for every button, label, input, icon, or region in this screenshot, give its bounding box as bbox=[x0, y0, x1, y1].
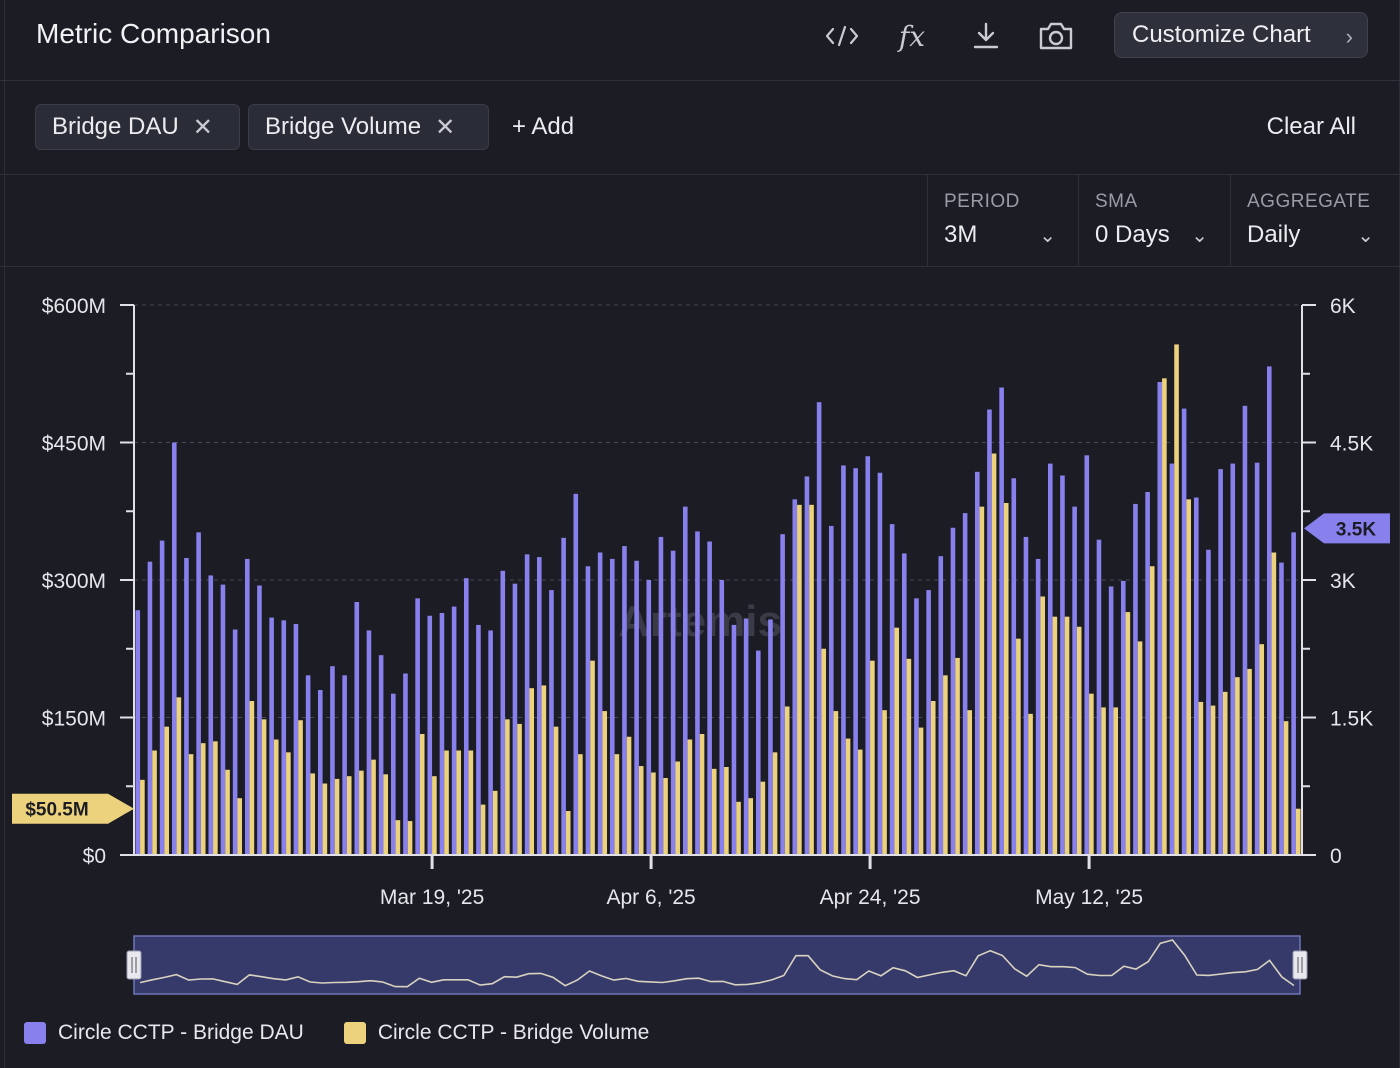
chevron-down-icon: ⌄ bbox=[1357, 225, 1374, 247]
chip-bridge-volume[interactable]: Bridge Volume ✕ bbox=[248, 104, 489, 150]
legend-label: Circle CCTP - Bridge Volume bbox=[377, 1021, 650, 1044]
clear-all-button[interactable]: Clear All bbox=[1266, 113, 1356, 140]
customize-chart-label: Customize Chart bbox=[1132, 21, 1311, 48]
sma-label: SMA bbox=[1095, 191, 1138, 212]
formula-icon[interactable]: fx bbox=[898, 19, 926, 53]
customize-chart-button[interactable]: Customize Chart › bbox=[1114, 12, 1368, 58]
legend-item-dau[interactable]: Circle CCTP - Bridge DAU bbox=[24, 1021, 304, 1045]
chip-bridge-dau[interactable]: Bridge DAU ✕ bbox=[35, 104, 240, 150]
legend-label: Circle CCTP - Bridge DAU bbox=[58, 1021, 304, 1044]
close-icon[interactable]: ✕ bbox=[435, 113, 456, 141]
legend-item-volume[interactable]: Circle CCTP - Bridge Volume bbox=[343, 1021, 650, 1045]
sma-select[interactable]: SMA 0 Days ⌄ bbox=[1078, 175, 1230, 266]
period-select[interactable]: PERIOD 3M ⌄ bbox=[927, 175, 1078, 266]
period-value: 3M bbox=[944, 221, 978, 248]
chevron-down-icon: ⌄ bbox=[1191, 225, 1208, 247]
add-metric-button[interactable]: + Add bbox=[512, 113, 575, 140]
sma-value: 0 Days bbox=[1095, 221, 1170, 248]
chip-label: Bridge DAU bbox=[52, 113, 179, 140]
download-icon[interactable] bbox=[966, 18, 1006, 54]
code-icon[interactable] bbox=[822, 18, 862, 54]
close-icon[interactable]: ✕ bbox=[192, 113, 213, 141]
period-label: PERIOD bbox=[944, 191, 1020, 212]
aggregate-value: Daily bbox=[1247, 221, 1301, 248]
chart-controls: PERIOD 3M ⌄ SMA 0 Days ⌄ AGGREGATE Daily… bbox=[0, 175, 1400, 267]
legend-swatch bbox=[24, 1022, 46, 1044]
chart-legend: Circle CCTP - Bridge DAU Circle CCTP - B… bbox=[24, 1018, 689, 1048]
camera-icon[interactable] bbox=[1036, 18, 1076, 54]
chip-label: Bridge Volume bbox=[265, 113, 422, 140]
page-title: Metric Comparison bbox=[36, 18, 271, 49]
chart-header: Metric Comparison fx Customize Chart › bbox=[0, 0, 1400, 81]
chevron-right-icon: › bbox=[1345, 24, 1353, 49]
metric-filter-bar: Bridge DAU ✕ Bridge Volume ✕ + Add Clear… bbox=[0, 81, 1400, 175]
aggregate-label: AGGREGATE bbox=[1247, 191, 1371, 212]
chevron-down-icon: ⌄ bbox=[1039, 225, 1056, 247]
legend-swatch bbox=[343, 1022, 366, 1044]
aggregate-select[interactable]: AGGREGATE Daily ⌄ bbox=[1230, 175, 1396, 266]
